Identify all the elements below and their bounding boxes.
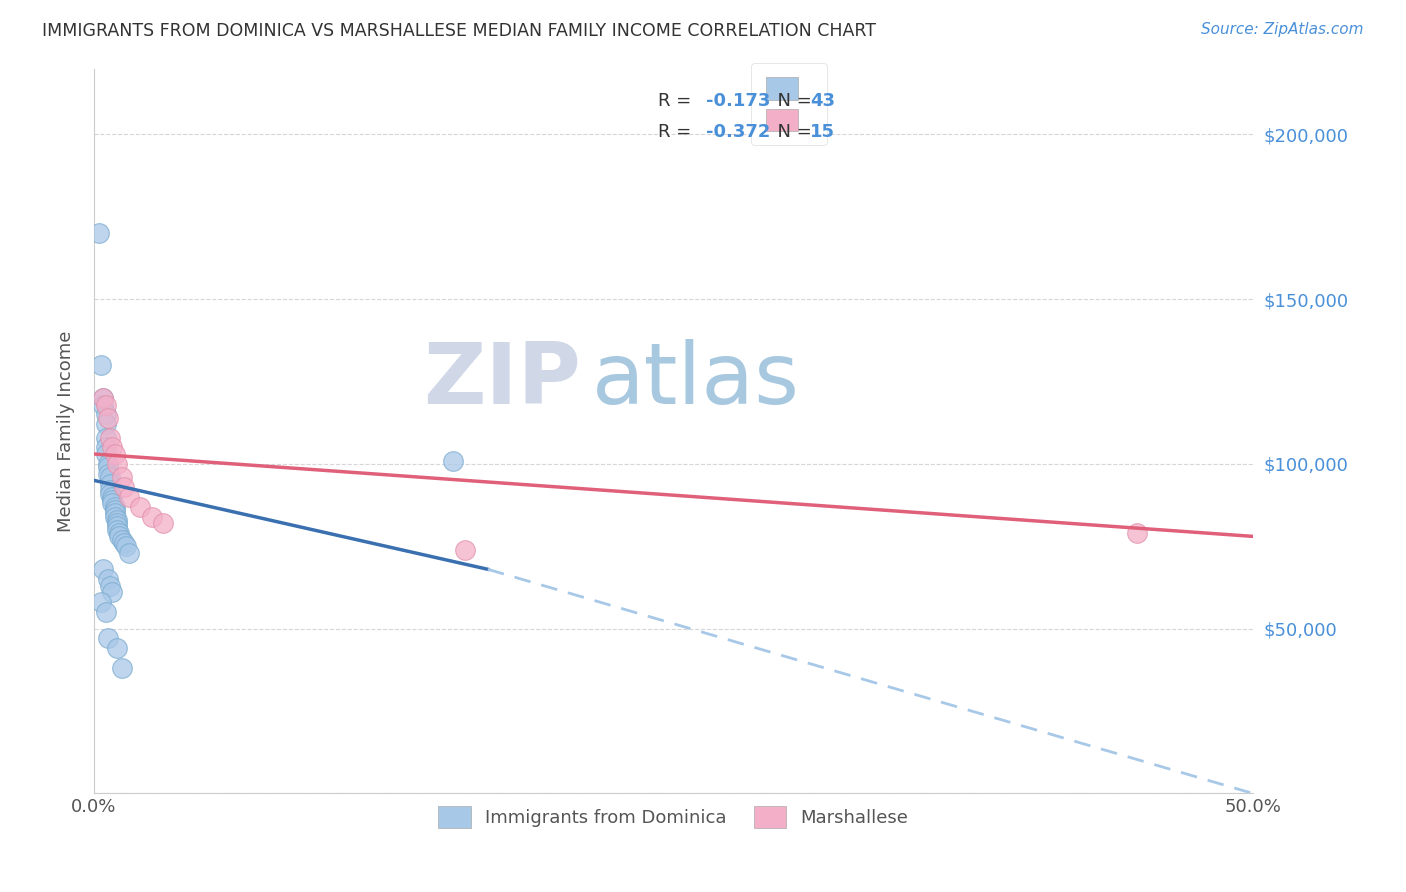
Point <box>104 503 127 517</box>
Point <box>90 595 112 609</box>
Point <box>90 358 112 372</box>
Point <box>94 417 117 432</box>
Point <box>94 447 117 461</box>
Point <box>141 509 163 524</box>
Legend: Immigrants from Dominica, Marshallese: Immigrants from Dominica, Marshallese <box>430 798 915 835</box>
Point <box>112 480 135 494</box>
Point <box>104 447 127 461</box>
Point <box>94 441 117 455</box>
Point <box>111 470 134 484</box>
Text: Source: ZipAtlas.com: Source: ZipAtlas.com <box>1201 22 1364 37</box>
Point <box>105 519 128 533</box>
Point <box>129 500 152 514</box>
Point <box>101 493 124 508</box>
Point <box>94 408 117 422</box>
Point <box>105 457 128 471</box>
Point <box>97 460 120 475</box>
Point <box>97 410 120 425</box>
Point <box>104 509 127 524</box>
Point <box>101 441 124 455</box>
Point <box>101 490 124 504</box>
Text: 43: 43 <box>810 92 835 110</box>
Point <box>105 513 128 527</box>
Point <box>98 486 121 500</box>
Point <box>118 490 141 504</box>
Point <box>98 579 121 593</box>
Point <box>1125 526 1147 541</box>
Text: N =: N = <box>766 92 817 110</box>
Point <box>98 476 121 491</box>
Point <box>94 430 117 444</box>
Point <box>87 226 110 240</box>
Point <box>104 506 127 520</box>
Point <box>111 661 134 675</box>
Point <box>105 641 128 656</box>
Point <box>118 546 141 560</box>
Point <box>111 533 134 547</box>
Point <box>98 483 121 498</box>
Text: -0.173: -0.173 <box>706 92 770 110</box>
Point <box>91 562 114 576</box>
Point <box>454 542 477 557</box>
Point <box>97 632 120 646</box>
Text: R =: R = <box>658 92 697 110</box>
Text: R =: R = <box>658 123 697 141</box>
Point <box>97 572 120 586</box>
Point <box>101 585 124 599</box>
Point <box>97 457 120 471</box>
Point <box>91 398 114 412</box>
Text: atlas: atlas <box>592 339 800 422</box>
Point <box>441 453 464 467</box>
Point <box>105 516 128 531</box>
Point <box>94 398 117 412</box>
Point <box>98 430 121 444</box>
Point <box>101 496 124 510</box>
Point <box>91 391 114 405</box>
Point <box>108 526 131 541</box>
Text: -0.372: -0.372 <box>706 123 770 141</box>
Point <box>97 467 120 481</box>
Text: IMMIGRANTS FROM DOMINICA VS MARSHALLESE MEDIAN FAMILY INCOME CORRELATION CHART: IMMIGRANTS FROM DOMINICA VS MARSHALLESE … <box>42 22 876 40</box>
Text: ZIP: ZIP <box>423 339 581 422</box>
Point <box>152 516 174 531</box>
Point <box>115 539 138 553</box>
Point <box>108 529 131 543</box>
Point <box>104 500 127 514</box>
Point <box>105 523 128 537</box>
Text: 15: 15 <box>810 123 835 141</box>
Text: N =: N = <box>766 123 817 141</box>
Point <box>94 605 117 619</box>
Y-axis label: Median Family Income: Median Family Income <box>58 330 75 532</box>
Point <box>98 470 121 484</box>
Point <box>91 391 114 405</box>
Point <box>112 536 135 550</box>
